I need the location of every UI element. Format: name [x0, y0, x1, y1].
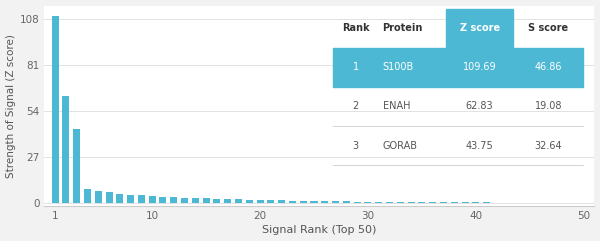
Bar [62, 96, 70, 203]
Bar [321, 201, 328, 203]
Text: Protein: Protein [383, 23, 423, 33]
Bar [429, 202, 436, 203]
Bar [397, 202, 404, 203]
Bar [440, 202, 447, 203]
Bar [106, 193, 113, 203]
Bar [192, 198, 199, 203]
Bar [333, 48, 583, 87]
Bar [353, 201, 361, 203]
Bar [52, 16, 59, 203]
Text: GORAB: GORAB [383, 141, 418, 151]
Text: 19.08: 19.08 [535, 101, 562, 112]
Bar [310, 201, 317, 203]
Bar [289, 201, 296, 203]
Bar [149, 196, 156, 203]
Text: 1: 1 [353, 62, 359, 72]
Bar [214, 199, 220, 203]
Bar [375, 202, 382, 203]
Text: 2: 2 [353, 101, 359, 112]
Bar [116, 194, 124, 203]
Bar [170, 197, 177, 203]
Bar [235, 200, 242, 203]
Bar [278, 201, 285, 203]
Bar [160, 197, 166, 203]
Bar [246, 200, 253, 203]
X-axis label: Signal Rank (Top 50): Signal Rank (Top 50) [262, 225, 377, 235]
Bar [224, 199, 231, 203]
Bar [95, 191, 102, 203]
Text: ENAH: ENAH [383, 101, 410, 112]
Bar [483, 202, 490, 203]
Text: S score: S score [529, 23, 568, 33]
Bar [505, 202, 512, 203]
Bar [181, 198, 188, 203]
Bar [127, 194, 134, 203]
Text: 109.69: 109.69 [463, 62, 496, 72]
Bar [494, 202, 501, 203]
Text: S100B: S100B [383, 62, 414, 72]
Bar [268, 200, 274, 203]
Text: 3: 3 [353, 141, 359, 151]
Bar [451, 202, 458, 203]
Text: 62.83: 62.83 [466, 101, 493, 112]
Text: 43.75: 43.75 [466, 141, 493, 151]
Bar [332, 201, 339, 203]
Bar [418, 202, 425, 203]
Bar [203, 198, 209, 203]
Bar [84, 189, 91, 203]
Text: Z score: Z score [460, 23, 500, 33]
Bar [461, 202, 469, 203]
Bar [300, 201, 307, 203]
Bar [386, 202, 393, 203]
Bar [257, 200, 263, 203]
Text: Rank: Rank [342, 23, 370, 33]
Text: 46.86: 46.86 [535, 62, 562, 72]
Y-axis label: Strength of Signal (Z score): Strength of Signal (Z score) [5, 34, 16, 178]
Bar [73, 128, 80, 203]
Text: 32.64: 32.64 [535, 141, 562, 151]
Bar [364, 202, 371, 203]
Bar [407, 202, 415, 203]
Bar [472, 202, 479, 203]
Bar [343, 201, 350, 203]
Bar [138, 195, 145, 203]
Bar [446, 9, 514, 48]
